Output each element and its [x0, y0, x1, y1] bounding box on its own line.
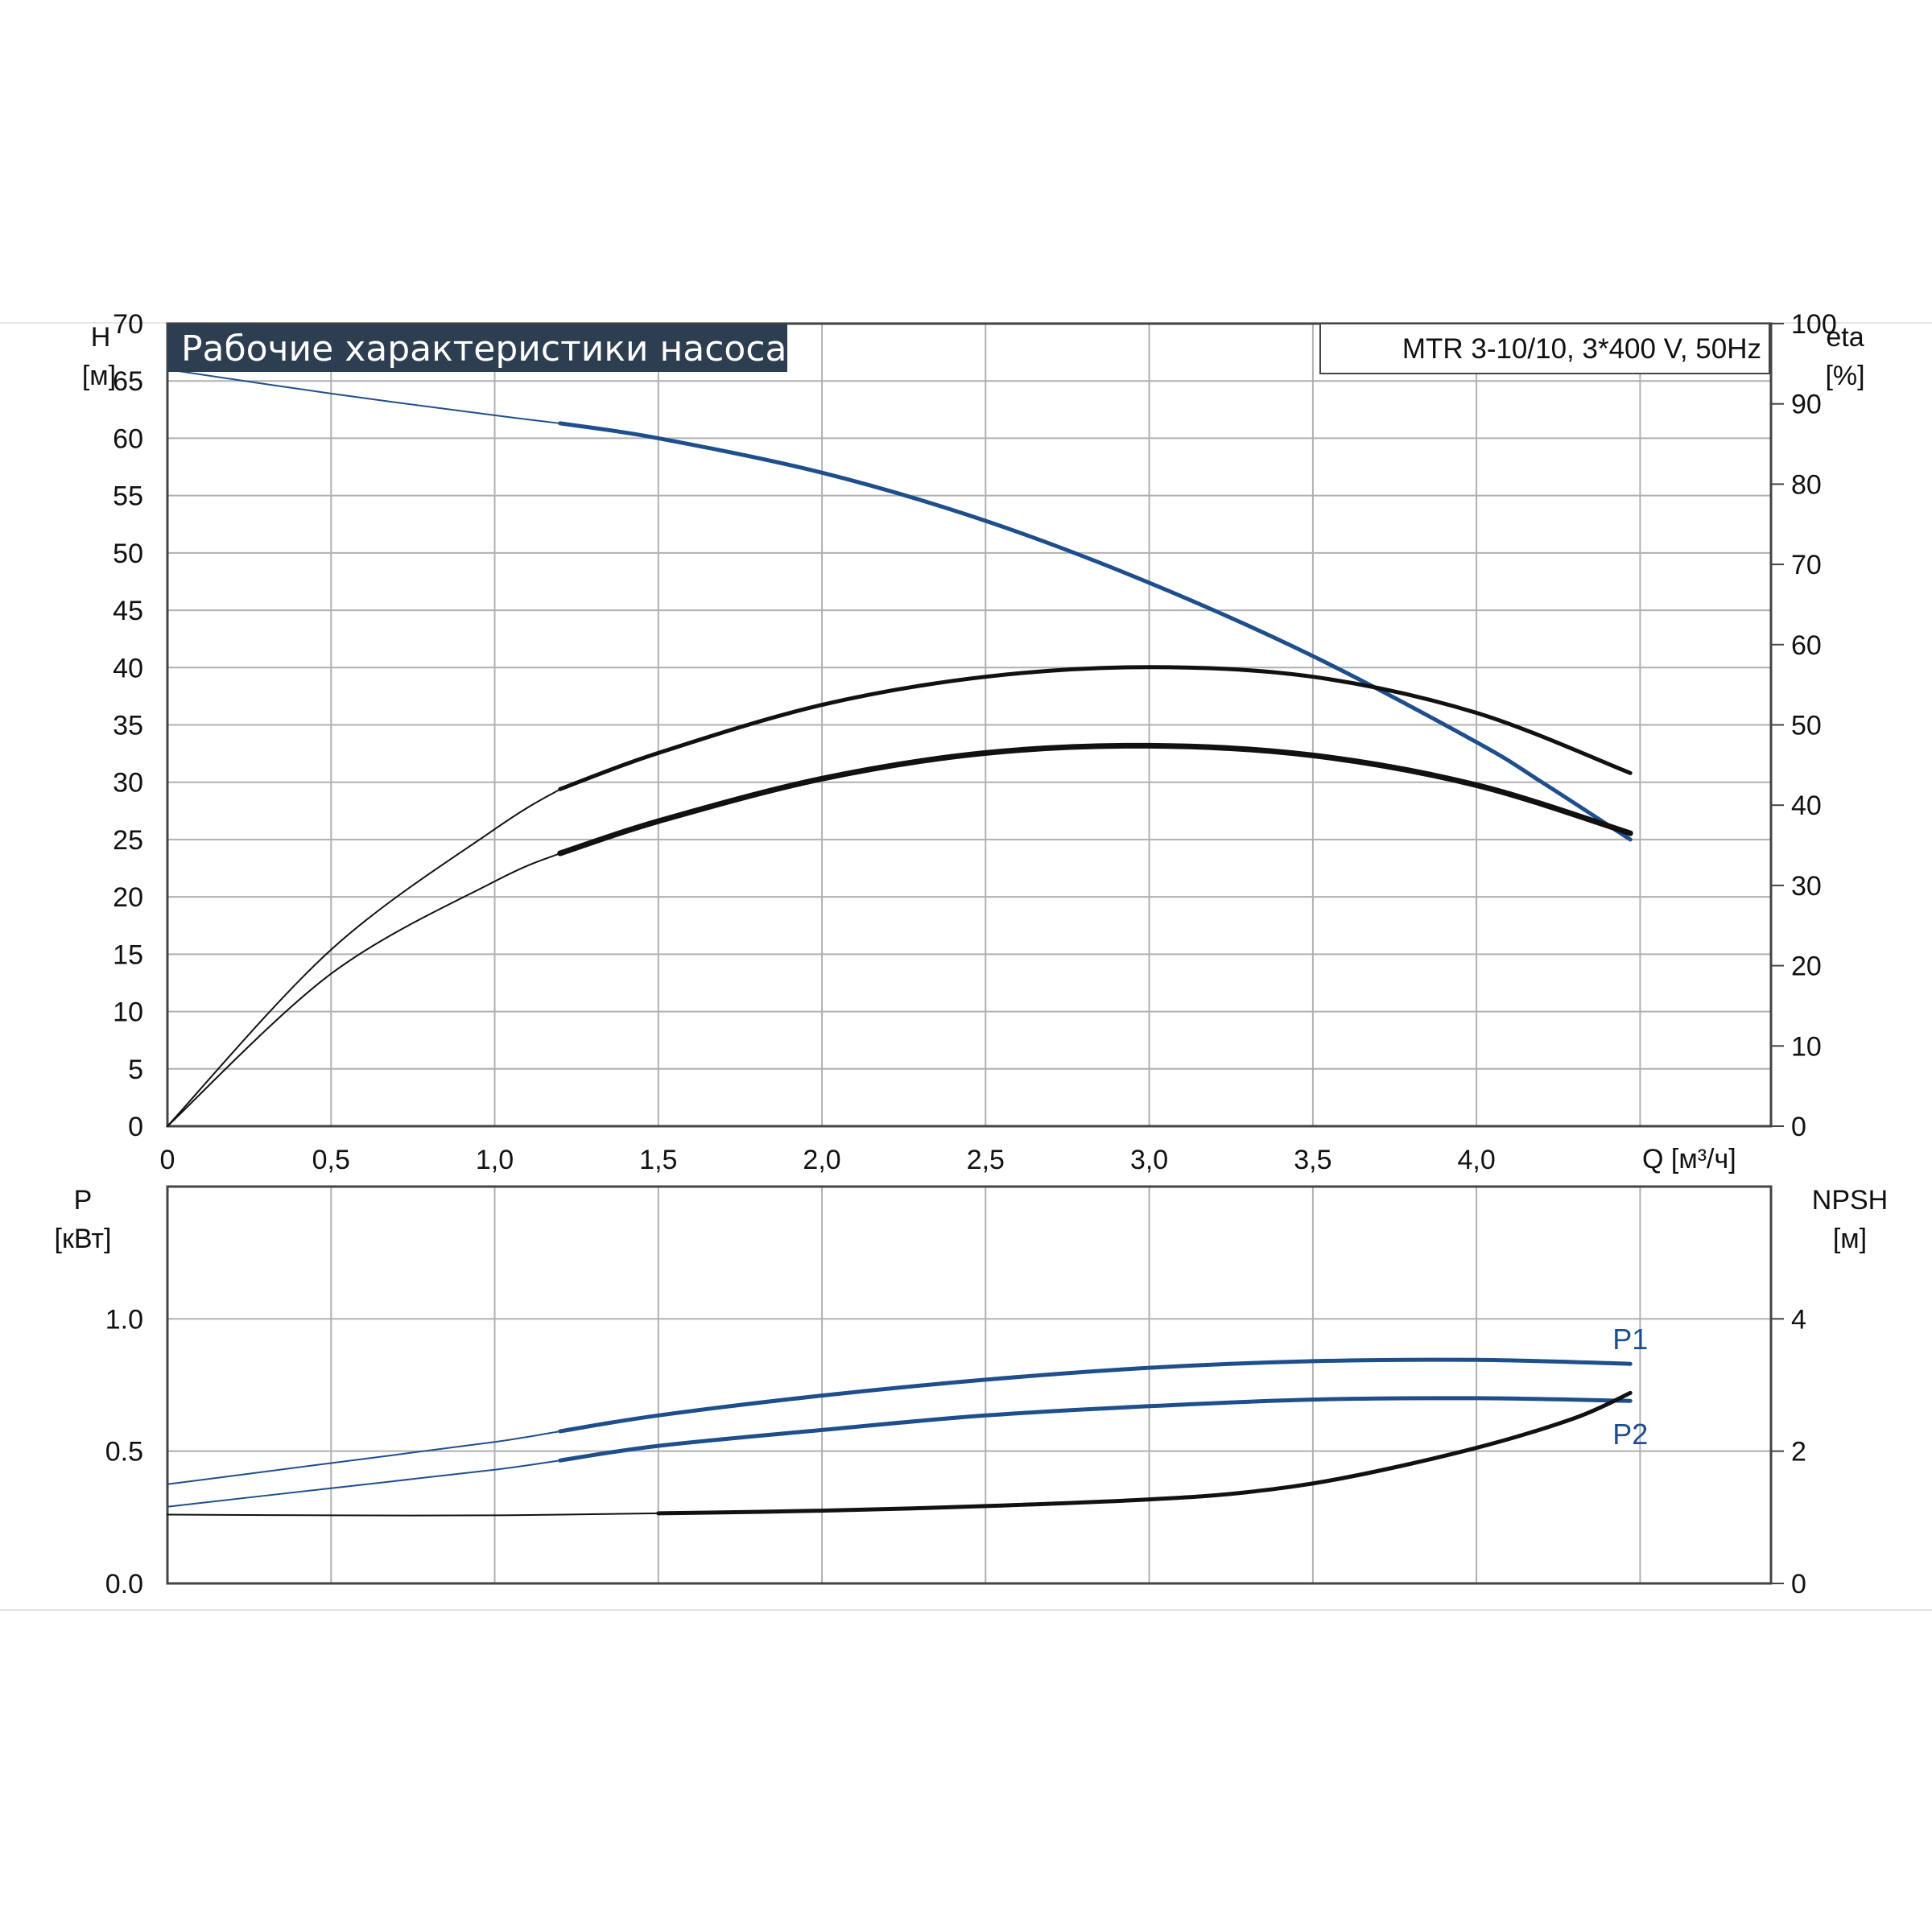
efficiency-tick-label: 100 — [1791, 309, 1837, 340]
power-p2-curve-low-flow — [167, 1459, 561, 1508]
head-tick-label: 5 — [128, 1055, 143, 1085]
model-label: MTR 3-10/10, 3*400 V, 50Hz — [1402, 333, 1761, 365]
efficiency-tick-label: 50 — [1791, 711, 1822, 741]
flow-tick-label: 2,5 — [967, 1145, 1005, 1175]
top-series-group — [167, 369, 1633, 1127]
power-p2-curve — [558, 1396, 1633, 1463]
top-right-axis-ticks: 0 10 20 30 40 50 60 70 80 90 100 — [1771, 309, 1837, 1142]
head-tick-label: 25 — [113, 825, 143, 856]
flow-tick-label: 4,0 — [1457, 1145, 1495, 1175]
power-tick-label: 0.0 — [105, 1569, 143, 1600]
head-tick-label: 60 — [113, 423, 143, 454]
power-axis-name: P — [74, 1185, 93, 1216]
efficiency-axis-name: eta — [1826, 322, 1864, 353]
efficiency-curve-lower — [557, 742, 1633, 857]
flow-tick-label: 2,0 — [803, 1145, 840, 1175]
efficiency-tick-label: 0 — [1791, 1112, 1806, 1142]
bottom-series-group: P1 P2 — [167, 1323, 1648, 1517]
npsh-tick-label: 2 — [1791, 1437, 1806, 1468]
efficiency-axis-unit: [%] — [1825, 361, 1864, 391]
flow-axis-label: Q [м³/ч] — [1642, 1144, 1736, 1174]
efficiency-tick-label: 90 — [1791, 390, 1822, 420]
flow-tick-label: 1,5 — [639, 1145, 677, 1175]
efficiency-curve-upper-low-flow — [167, 788, 561, 1127]
power-p1-curve — [558, 1357, 1633, 1434]
efficiency-tick-label: 80 — [1791, 469, 1822, 500]
flow-tick-label: 0 — [160, 1145, 175, 1175]
head-curve — [558, 421, 1633, 842]
head-tick-label: 15 — [113, 939, 143, 970]
head-tick-label: 45 — [113, 596, 143, 626]
head-axis-name: H — [91, 322, 111, 353]
npsh-tick-label: 4 — [1791, 1304, 1806, 1335]
bottom-left-axis-ticks: 0.0 0.5 1.0 — [105, 1304, 143, 1600]
title-banner — [167, 324, 787, 372]
npsh-axis-name: NPSH — [1812, 1185, 1888, 1216]
head-tick-label: 70 — [113, 309, 143, 340]
head-tick-label: 20 — [113, 882, 143, 913]
power-tick-label: 0.5 — [105, 1437, 143, 1468]
curve-label-p1: P1 — [1612, 1323, 1648, 1356]
efficiency-tick-label: 70 — [1791, 550, 1822, 580]
bottom-right-axis-ticks: 0 2 4 — [1771, 1304, 1806, 1600]
bottom-plot-grid — [167, 1187, 1771, 1583]
efficiency-tick-label: 40 — [1791, 791, 1822, 821]
head-tick-label: 50 — [113, 539, 143, 569]
power-tick-label: 1.0 — [105, 1304, 143, 1335]
head-axis-unit: [м] — [82, 361, 116, 391]
head-curve-low-flow — [167, 369, 561, 424]
model-box — [1319, 323, 1770, 374]
flow-tick-label: 3,5 — [1294, 1145, 1331, 1175]
head-tick-label: 0 — [128, 1112, 143, 1142]
top-left-axis-ticks: 0 5 10 15 20 25 30 35 40 45 50 55 60 65 70 — [113, 309, 143, 1142]
bottom-plot-frame — [166, 1185, 1773, 1585]
head-tick-label: 65 — [113, 366, 143, 397]
efficiency-tick-label: 30 — [1791, 871, 1822, 902]
head-tick-label: 10 — [113, 997, 143, 1028]
head-tick-label: 30 — [113, 768, 143, 799]
x-axis-ticks: 0 0,5 1,0 1,5 2,0 2,5 3,0 3,5 4,0 — [160, 1145, 1496, 1175]
flow-tick-label: 3,0 — [1130, 1145, 1168, 1175]
chart-title: Рабочие характеристики насоса — [181, 328, 786, 369]
npsh-tick-label: 0 — [1791, 1569, 1806, 1600]
flow-tick-label: 1,0 — [476, 1145, 514, 1175]
efficiency-tick-label: 60 — [1791, 630, 1822, 661]
npsh-curve — [656, 1390, 1633, 1516]
efficiency-curve-upper — [558, 665, 1633, 791]
head-tick-label: 40 — [113, 653, 143, 683]
npsh-axis-unit: [м] — [1833, 1224, 1867, 1254]
flow-tick-label: 0,5 — [312, 1145, 350, 1175]
efficiency-curve-lower-low-flow — [167, 852, 561, 1127]
power-axis-unit: [кВт] — [55, 1224, 112, 1254]
head-tick-label: 35 — [113, 711, 143, 741]
power-p1-curve-low-flow — [167, 1430, 561, 1485]
efficiency-tick-label: 10 — [1791, 1031, 1822, 1062]
curve-label-p2: P2 — [1612, 1418, 1648, 1451]
efficiency-tick-label: 20 — [1791, 952, 1822, 982]
npsh-curve-low-flow — [167, 1512, 659, 1517]
head-tick-label: 55 — [113, 481, 143, 512]
